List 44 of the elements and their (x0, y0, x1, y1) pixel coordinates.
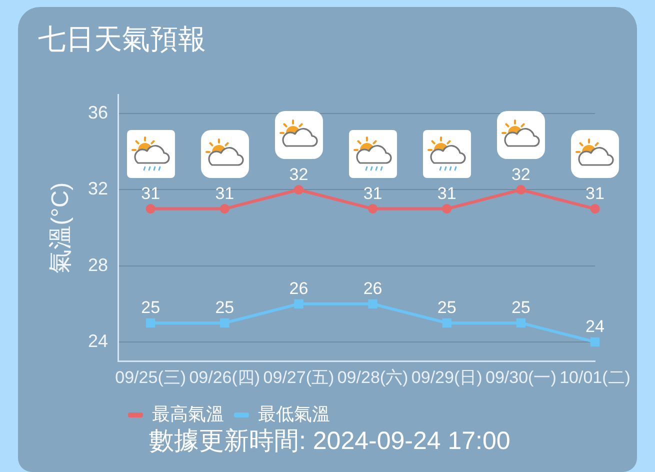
x-tick-label: 10/01(二) (560, 368, 630, 387)
data-label: 25 (141, 298, 160, 318)
data-label: 31 (215, 184, 234, 203)
point (590, 337, 600, 347)
data-label: 32 (289, 164, 308, 184)
point (368, 204, 378, 214)
point (146, 204, 156, 214)
y-tick-label: 32 (88, 178, 108, 199)
y-axis-title: 氣溫(°C) (47, 182, 74, 274)
x-tick-label: 09/26(四) (189, 368, 260, 387)
legend-label: 最低氣溫 (258, 404, 330, 424)
chart-title: 七日天氣預報 (38, 24, 206, 55)
point (220, 204, 230, 214)
data-label: 32 (511, 164, 530, 184)
data-label: 25 (215, 298, 234, 318)
y-tick-label: 28 (88, 254, 108, 275)
data-label: 31 (363, 184, 382, 203)
data-label: 25 (511, 298, 530, 318)
x-tick-label: 09/29(日) (411, 368, 482, 387)
point (516, 184, 526, 195)
point (442, 204, 452, 214)
point (442, 318, 452, 328)
data-label: 26 (363, 279, 382, 298)
point (220, 318, 230, 328)
x-tick-label: 09/28(六) (337, 368, 408, 387)
point (590, 204, 600, 214)
data-label: 24 (586, 317, 604, 336)
point (146, 318, 156, 328)
x-tick-label: 09/30(一) (485, 368, 556, 387)
data-label: 25 (437, 298, 456, 318)
x-tick-label: 09/27(五) (263, 368, 334, 387)
legend-label: 最高氣溫 (152, 404, 224, 424)
y-tick-label: 24 (88, 330, 108, 351)
data-label: 31 (586, 184, 604, 203)
point (294, 299, 304, 309)
x-tick-label: 09/25(三) (115, 368, 186, 387)
data-label: 26 (289, 279, 308, 298)
point (368, 299, 378, 309)
point (516, 318, 526, 328)
data-label: 31 (141, 184, 160, 203)
y-tick-label: 36 (88, 102, 108, 123)
point (294, 184, 304, 195)
data-label: 31 (437, 184, 456, 203)
text: 數據更新時間: 2024-09-24 17:00 (149, 427, 510, 455)
